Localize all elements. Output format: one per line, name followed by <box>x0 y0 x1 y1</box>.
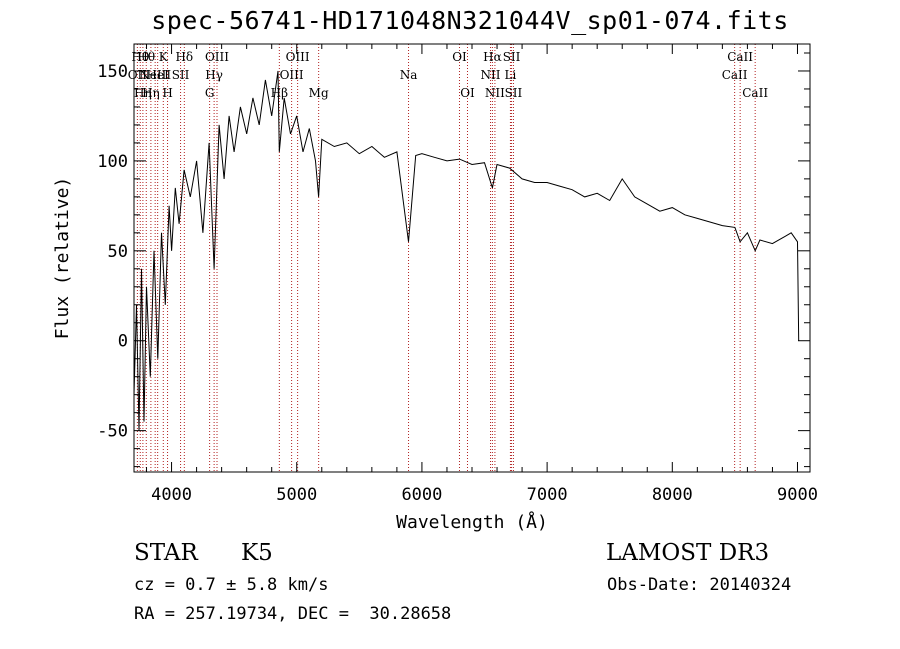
y-tick-label: 50 <box>108 242 128 262</box>
spectral-line-label: OI <box>460 86 475 100</box>
spectral-line-label: Li <box>505 68 517 82</box>
spectral-line-label: Mg <box>309 86 329 100</box>
spectral-line-label: HeI <box>147 68 170 82</box>
spectral-line-label: Hθ <box>137 50 155 64</box>
x-tick-label: 8000 <box>652 485 693 505</box>
spectral-line-label: G <box>205 86 215 100</box>
spectral-line-label: SII <box>503 50 521 64</box>
spectral-line-label: Na <box>400 68 418 82</box>
spectral-line-label: OI <box>452 50 467 64</box>
spectral-line-label: Hγ <box>205 68 223 82</box>
spectral-line-label: H <box>162 86 172 100</box>
spectral-line-label: NII <box>481 68 501 82</box>
spectral-line-label: SII <box>505 86 523 100</box>
spectral-line-label: CaII <box>722 68 748 82</box>
spectral-line-label: OIII <box>280 68 304 82</box>
y-tick-label: 0 <box>118 332 128 352</box>
y-axis-label: Flux (relative) <box>52 177 73 340</box>
y-tick-label: 150 <box>97 62 128 82</box>
x-tick-label: 6000 <box>401 485 442 505</box>
spectral-line-label: CaII <box>727 50 753 64</box>
x-axis-label: Wavelength (Å) <box>396 511 548 533</box>
object-subclass: K5 <box>241 540 273 566</box>
chart-title: spec-56741-HD171048N321044V_sp01-074.fit… <box>151 6 789 35</box>
spectrum-series-line <box>133 70 800 431</box>
spectral-line-label: OIII <box>286 50 310 64</box>
observation-date: Obs-Date: 20140324 <box>607 575 792 595</box>
spectral-line-label: NeIII <box>139 68 171 82</box>
spectral-line-label: Hα <box>483 50 502 64</box>
x-tick-label: 5000 <box>276 485 317 505</box>
spectral-line-label: NII <box>485 86 505 100</box>
object-class: STAR <box>134 540 198 566</box>
y-tick-label: -50 <box>97 422 128 442</box>
spectral-line-label: Hθ <box>131 50 149 64</box>
survey-name: LAMOST DR3 <box>606 540 770 566</box>
spectral-line-label: Hη <box>142 86 160 100</box>
plot-frame <box>133 43 811 473</box>
redshift-cz: cz = 0.7 ± 5.8 km/s <box>134 575 329 595</box>
coordinates: RA = 257.19734, DEC = 30.28658 <box>134 604 452 624</box>
spectral-line-label: OIII <box>205 50 229 64</box>
spectral-line-label: K <box>159 50 169 64</box>
x-tick-label: 9000 <box>777 485 818 505</box>
spectral-line-label: Hδ <box>175 50 193 64</box>
spectral-line-label: SII <box>172 68 190 82</box>
x-tick-label: 4000 <box>151 485 192 505</box>
x-tick-label: 7000 <box>527 485 568 505</box>
spectral-line-label: CaII <box>742 86 768 100</box>
spectral-line-label: Hβ <box>271 86 288 100</box>
y-tick-label: 100 <box>97 152 128 172</box>
spectral-line-label: Hη <box>134 86 152 100</box>
spectral-line-label: OII <box>128 68 148 82</box>
